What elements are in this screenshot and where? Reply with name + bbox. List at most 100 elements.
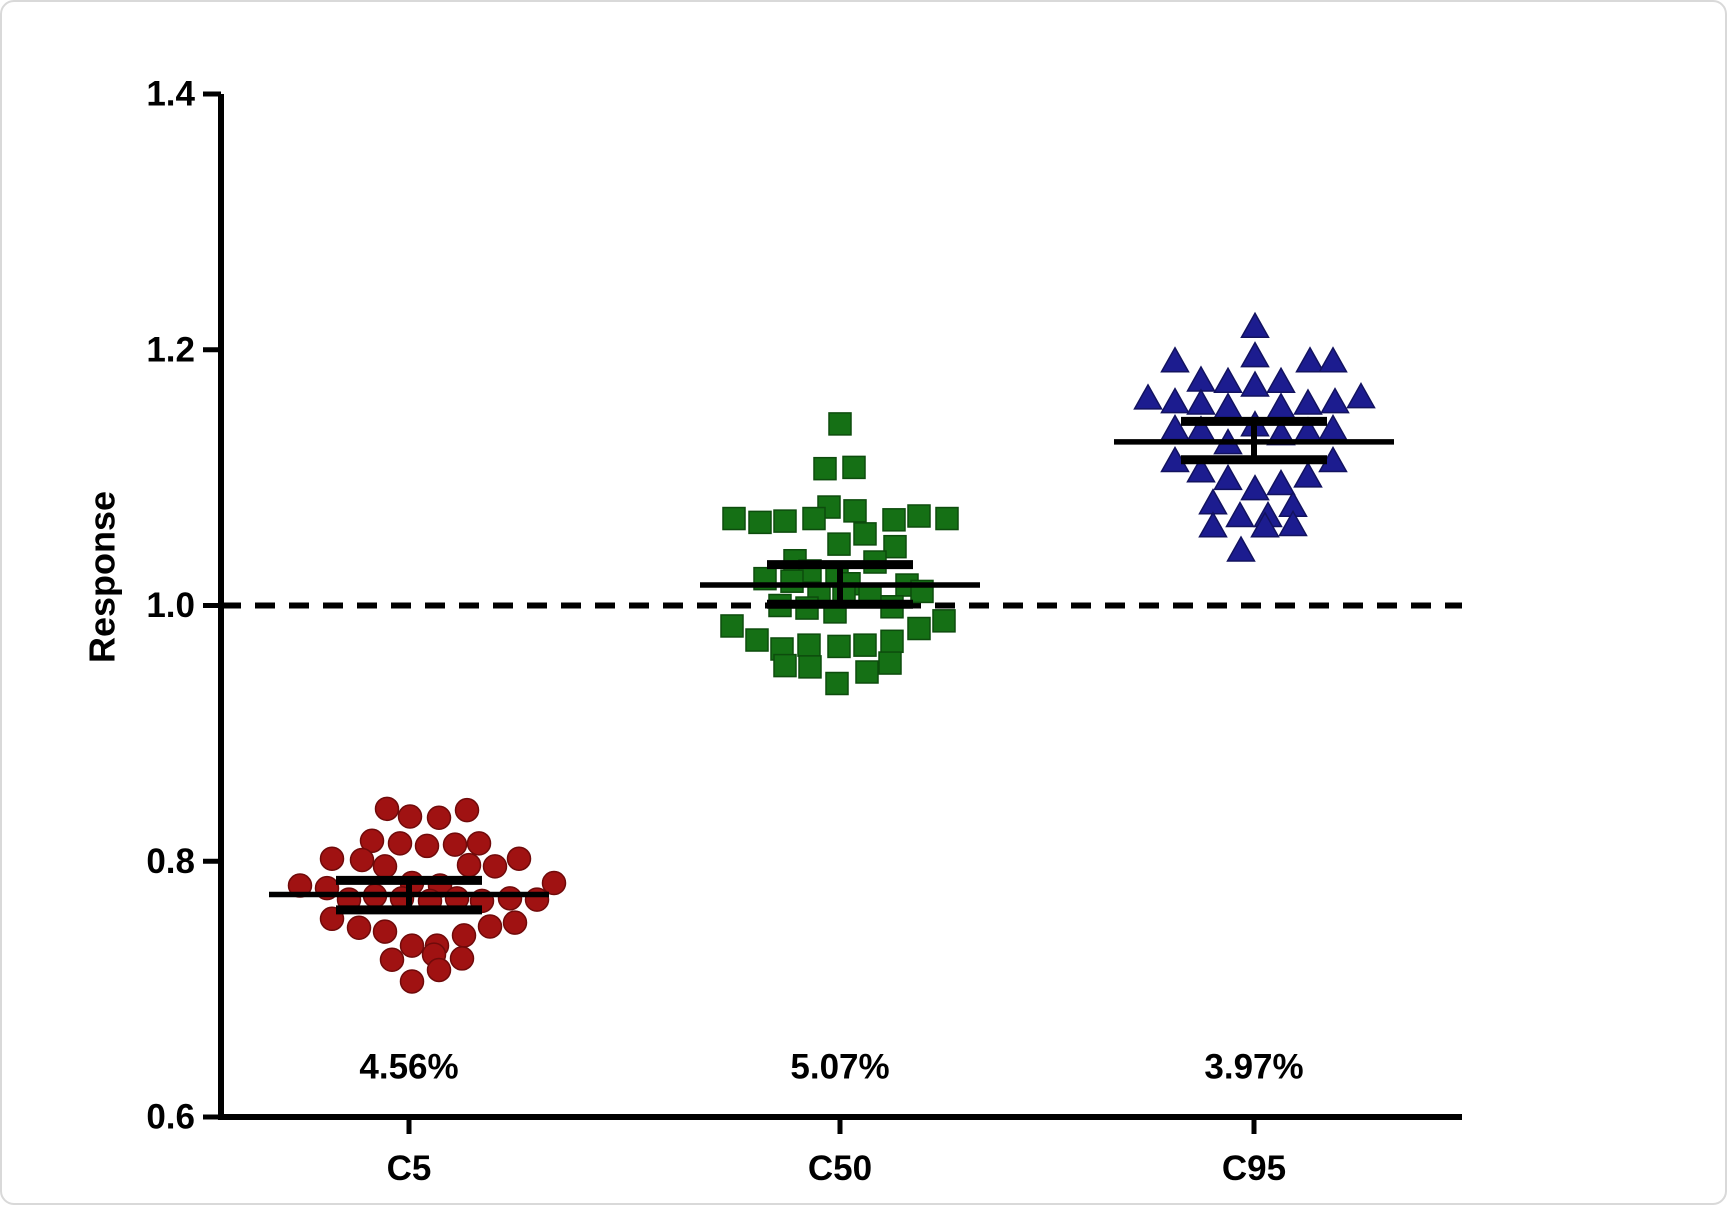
x-tick-label-c95: C95 bbox=[1222, 1149, 1286, 1188]
data-point bbox=[773, 653, 797, 678]
data-point bbox=[828, 412, 852, 436]
data-point bbox=[497, 886, 523, 911]
data-point bbox=[882, 508, 906, 532]
data-point bbox=[813, 456, 837, 481]
data-point bbox=[1318, 346, 1348, 373]
y-tick-label: 0.8 bbox=[146, 842, 195, 881]
data-point bbox=[506, 846, 532, 871]
data-point bbox=[722, 506, 746, 531]
data-point bbox=[397, 804, 423, 829]
data-point bbox=[1240, 370, 1270, 397]
data-point bbox=[454, 797, 480, 823]
data-point bbox=[907, 616, 931, 641]
data-point bbox=[907, 504, 931, 528]
data-point bbox=[1226, 535, 1256, 562]
data-point bbox=[853, 522, 877, 546]
data-point bbox=[1133, 383, 1163, 410]
data-point bbox=[1293, 461, 1323, 488]
data-point bbox=[797, 633, 821, 657]
data-point bbox=[932, 609, 956, 633]
data-point bbox=[1293, 388, 1323, 415]
data-point bbox=[1198, 511, 1228, 538]
error-bar-c50 bbox=[700, 560, 980, 609]
x-tick-label-c50: C50 bbox=[808, 1149, 872, 1188]
data-point bbox=[1240, 311, 1270, 338]
data-point bbox=[780, 569, 804, 593]
data-point bbox=[802, 506, 826, 531]
data-point bbox=[827, 532, 851, 556]
data-point bbox=[1186, 456, 1216, 483]
error-bar-c5 bbox=[269, 875, 549, 915]
data-point bbox=[855, 660, 879, 684]
data-point bbox=[1198, 488, 1228, 515]
cv-label: 5.07% bbox=[790, 1048, 889, 1087]
data-point bbox=[745, 628, 769, 652]
data-point bbox=[477, 914, 503, 939]
data-point bbox=[399, 969, 425, 994]
data-point bbox=[880, 629, 904, 654]
data-point bbox=[773, 509, 797, 533]
data-point bbox=[843, 499, 867, 523]
data-point bbox=[349, 847, 375, 873]
data-point bbox=[1266, 468, 1296, 496]
data-point bbox=[482, 854, 508, 879]
data-point bbox=[1320, 387, 1350, 414]
data-point bbox=[1213, 392, 1243, 419]
data-point bbox=[1213, 366, 1243, 393]
data-point bbox=[372, 854, 398, 879]
y-axis-title: Response bbox=[82, 491, 123, 663]
y-tick-label: 1.2 bbox=[146, 330, 195, 369]
cv-label: 4.56% bbox=[359, 1048, 458, 1087]
data-point bbox=[935, 506, 959, 531]
data-point bbox=[1295, 346, 1325, 373]
data-point bbox=[1160, 346, 1190, 373]
data-point bbox=[1186, 365, 1216, 392]
data-point bbox=[399, 933, 425, 958]
y-tick-label: 1.4 bbox=[146, 75, 195, 114]
group-c5 bbox=[287, 796, 567, 994]
data-point bbox=[426, 805, 452, 831]
data-point bbox=[720, 614, 744, 638]
data-point bbox=[359, 828, 385, 854]
data-point bbox=[1186, 388, 1216, 415]
data-point bbox=[878, 651, 902, 675]
data-point bbox=[798, 655, 822, 679]
cv-label: 3.97% bbox=[1204, 1048, 1303, 1087]
y-tick-label: 0.6 bbox=[146, 1098, 195, 1137]
x-tick-label-c5: C5 bbox=[387, 1149, 432, 1188]
data-point bbox=[451, 923, 477, 948]
error-bar-c95 bbox=[1114, 416, 1394, 465]
data-point bbox=[825, 671, 849, 696]
data-point bbox=[842, 455, 866, 480]
data-point bbox=[319, 846, 345, 871]
data-point bbox=[541, 870, 567, 896]
data-point bbox=[372, 919, 398, 944]
data-point bbox=[456, 852, 482, 878]
data-point bbox=[748, 510, 772, 535]
data-point bbox=[379, 947, 405, 972]
data-point bbox=[1240, 341, 1270, 368]
data-point bbox=[426, 957, 452, 983]
data-point bbox=[466, 831, 492, 856]
data-point bbox=[1266, 392, 1296, 419]
data-point bbox=[1160, 387, 1190, 414]
y-tick-label: 1.0 bbox=[146, 586, 195, 625]
data-point bbox=[1213, 463, 1243, 491]
data-point bbox=[853, 633, 877, 657]
data-point bbox=[387, 831, 413, 856]
data-point bbox=[1240, 474, 1270, 501]
data-point bbox=[414, 833, 440, 859]
data-point bbox=[1346, 382, 1376, 409]
data-point bbox=[442, 832, 468, 857]
data-point bbox=[1250, 511, 1280, 538]
group-c50 bbox=[720, 412, 959, 696]
data-point bbox=[827, 634, 851, 659]
data-point bbox=[1266, 419, 1296, 446]
data-point bbox=[1266, 366, 1296, 393]
data-point bbox=[346, 915, 372, 940]
data-point bbox=[1278, 509, 1308, 537]
data-point bbox=[502, 910, 528, 935]
data-point bbox=[374, 796, 400, 822]
